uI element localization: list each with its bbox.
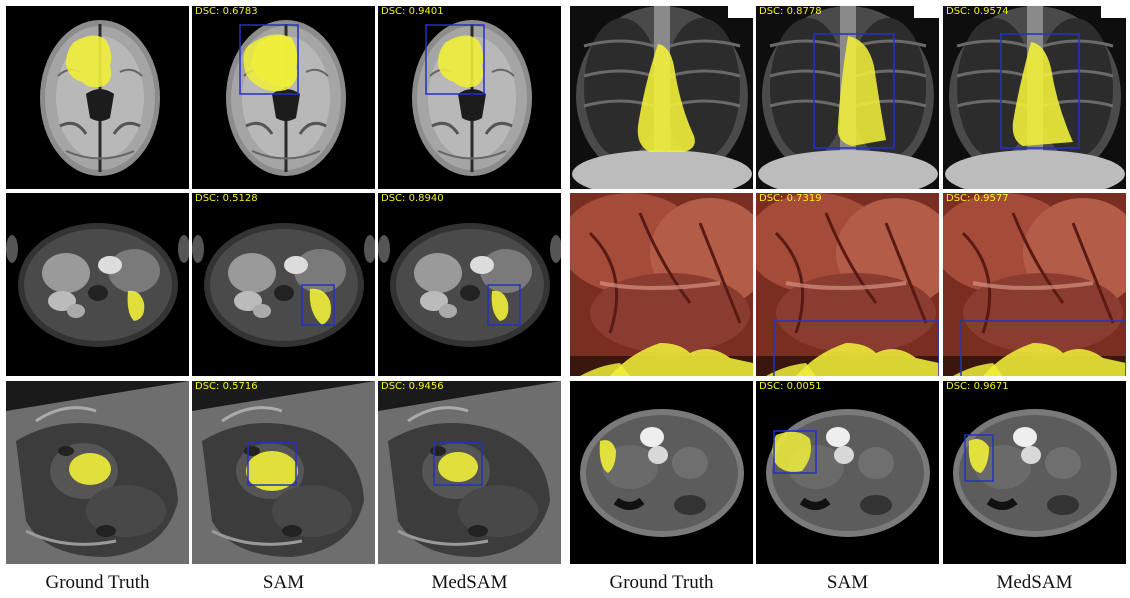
abdomen-ct-ground-truth-image (570, 381, 753, 564)
cardiac-mri-medsam-image: DSC: 0.9456 (378, 381, 561, 564)
dsc-score-cardiac-mri-medsam: DSC: 0.9456 (381, 381, 444, 392)
dsc-score-chest-xray-sam: DSC: 0.8778 (759, 6, 822, 17)
endoscopy-medsam-image: DSC: 0.9577 (943, 193, 1126, 376)
caption-left-ground-truth: Ground Truth (45, 572, 150, 593)
dsc-score-abdomen-mri-medsam: DSC: 0.8940 (381, 193, 444, 204)
caption-right-ground-truth: Ground Truth (609, 572, 714, 593)
endoscopy-sam-image: DSC: 0.7319 (756, 193, 939, 376)
chest-xray-sam-scan (756, 6, 939, 189)
abdomen-ct-medsam-scan (943, 381, 1126, 564)
abdomen-ct-medsam-image: DSC: 0.9671 (943, 381, 1126, 564)
abdomen-mri-sam-scan (192, 193, 375, 376)
brain-mri-ground-truth-image (6, 6, 189, 189)
abdomen-mri-ground-truth-scan (6, 193, 189, 376)
dsc-score-brain-mri-medsam: DSC: 0.9401 (381, 6, 444, 17)
chest-xray-medsam-image: DSC: 0.9574 (943, 6, 1126, 189)
endoscopy-sam-scan (756, 193, 939, 376)
endoscopy-ground-truth-scan (570, 193, 753, 376)
cardiac-mri-sam-image: DSC: 0.5716 (192, 381, 375, 564)
dsc-score-abdomen-mri-sam: DSC: 0.5128 (195, 193, 258, 204)
abdomen-mri-medsam-image: DSC: 0.8940 (378, 193, 561, 376)
caption-left-sam: SAM (262, 572, 305, 593)
cardiac-mri-ground-truth-image (6, 381, 189, 564)
chest-xray-ground-truth-image (570, 6, 753, 189)
abdomen-ct-sam-scan (756, 381, 939, 564)
dsc-score-brain-mri-sam: DSC: 0.6783 (195, 6, 258, 17)
abdomen-ct-sam-image: DSC: 0.0051 (756, 381, 939, 564)
brain-mri-sam-scan (192, 6, 375, 189)
dsc-score-chest-xray-medsam: DSC: 0.9574 (946, 6, 1009, 17)
cardiac-mri-sam-scan (192, 381, 375, 564)
caption-right-medsam: MedSAM (996, 572, 1073, 593)
dsc-score-abdomen-ct-sam: DSC: 0.0051 (759, 381, 822, 392)
brain-mri-medsam-image: DSC: 0.9401 (378, 6, 561, 189)
brain-mri-sam-image: DSC: 0.6783 (192, 6, 375, 189)
abdomen-mri-sam-image: DSC: 0.5128 (192, 193, 375, 376)
dsc-score-abdomen-ct-medsam: DSC: 0.9671 (946, 381, 1009, 392)
caption-right-sam: SAM (826, 572, 869, 593)
abdomen-mri-ground-truth-image (6, 193, 189, 376)
dsc-score-cardiac-mri-sam: DSC: 0.5716 (195, 381, 258, 392)
endoscopy-ground-truth-image (570, 193, 753, 376)
chest-xray-medsam-scan (943, 6, 1126, 189)
brain-mri-medsam-scan (378, 6, 561, 189)
cardiac-mri-ground-truth-scan (6, 381, 189, 564)
abdomen-ct-ground-truth-scan (570, 381, 753, 564)
chest-xray-ground-truth-scan (570, 6, 753, 189)
dsc-score-endoscopy-sam: DSC: 0.7319 (759, 193, 822, 204)
brain-mri-ground-truth-scan (6, 6, 189, 189)
caption-left-medsam: MedSAM (431, 572, 508, 593)
endoscopy-medsam-scan (943, 193, 1126, 376)
dsc-score-endoscopy-medsam: DSC: 0.9577 (946, 193, 1009, 204)
chest-xray-sam-image: DSC: 0.8778 (756, 6, 939, 189)
abdomen-mri-medsam-scan (378, 193, 561, 376)
cardiac-mri-medsam-scan (378, 381, 561, 564)
